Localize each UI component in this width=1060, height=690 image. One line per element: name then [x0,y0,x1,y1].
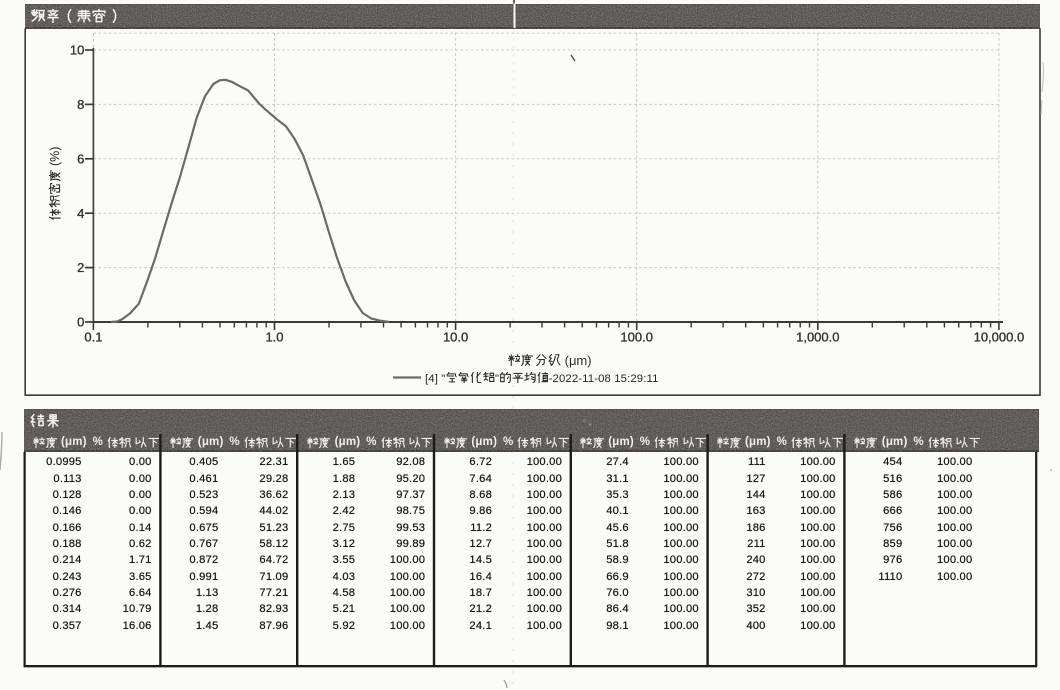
svg-text:8: 8 [77,97,84,112]
svg-text:6: 6 [77,151,84,166]
svg-text:1,000.0: 1,000.0 [796,330,839,345]
svg-text:1.0: 1.0 [265,330,283,345]
svg-text:4: 4 [77,206,84,221]
svg-text:10: 10 [70,43,84,58]
svg-text:10,000.0: 10,000.0 [974,330,1025,345]
svg-text:10.0: 10.0 [443,330,468,345]
svg-text:0: 0 [77,315,84,330]
svg-text:0.1: 0.1 [84,330,102,345]
svg-text:2: 2 [77,260,84,275]
svg-text:100.0: 100.0 [620,330,653,345]
